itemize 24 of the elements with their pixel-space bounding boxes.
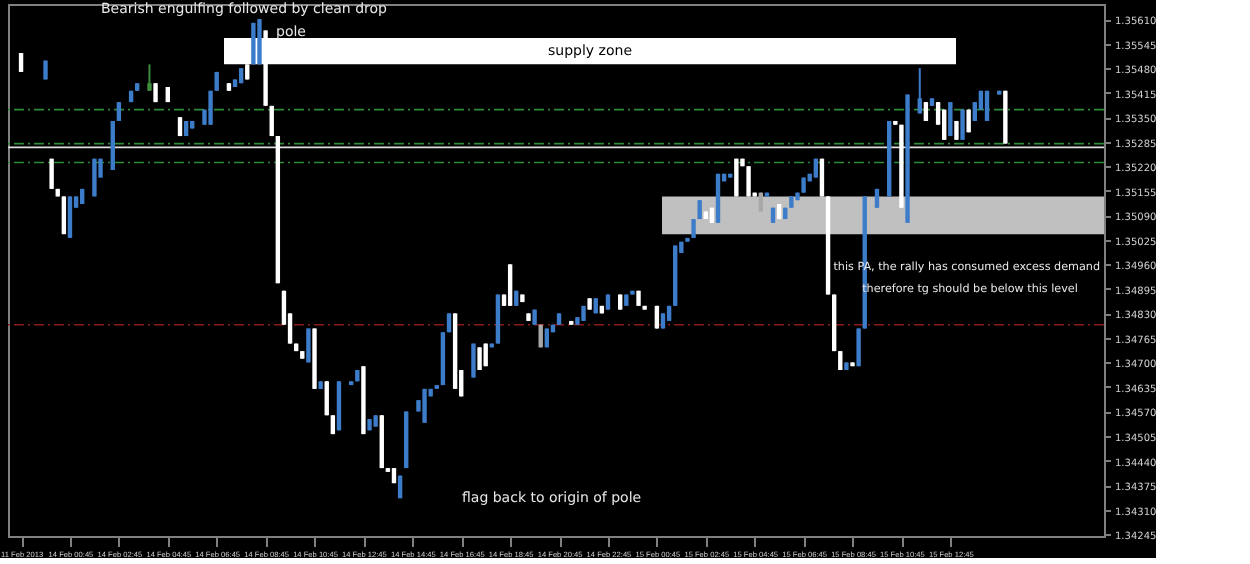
candlestick bbox=[691, 218, 696, 239]
candlestick bbox=[422, 387, 427, 424]
candlestick bbox=[984, 89, 990, 122]
candlestick bbox=[746, 165, 751, 198]
candlestick bbox=[116, 101, 122, 122]
candlestick bbox=[942, 108, 947, 141]
candlestick bbox=[67, 195, 73, 239]
candlestick bbox=[960, 108, 965, 141]
candlestick bbox=[838, 350, 843, 371]
candlestick bbox=[507, 263, 513, 307]
candlestick bbox=[61, 195, 67, 236]
candlestick bbox=[917, 67, 922, 115]
candlestick bbox=[257, 18, 262, 66]
candlestick bbox=[18, 52, 24, 73]
candlestick bbox=[306, 327, 311, 364]
candlestick bbox=[147, 63, 152, 92]
candlestick bbox=[471, 342, 476, 379]
candlestick bbox=[856, 327, 861, 368]
candlestick bbox=[948, 101, 953, 138]
candlestick bbox=[324, 380, 329, 417]
candlestick bbox=[208, 89, 213, 126]
candlestick bbox=[923, 101, 929, 122]
candlestick bbox=[49, 157, 54, 190]
candlestick bbox=[477, 346, 482, 371]
